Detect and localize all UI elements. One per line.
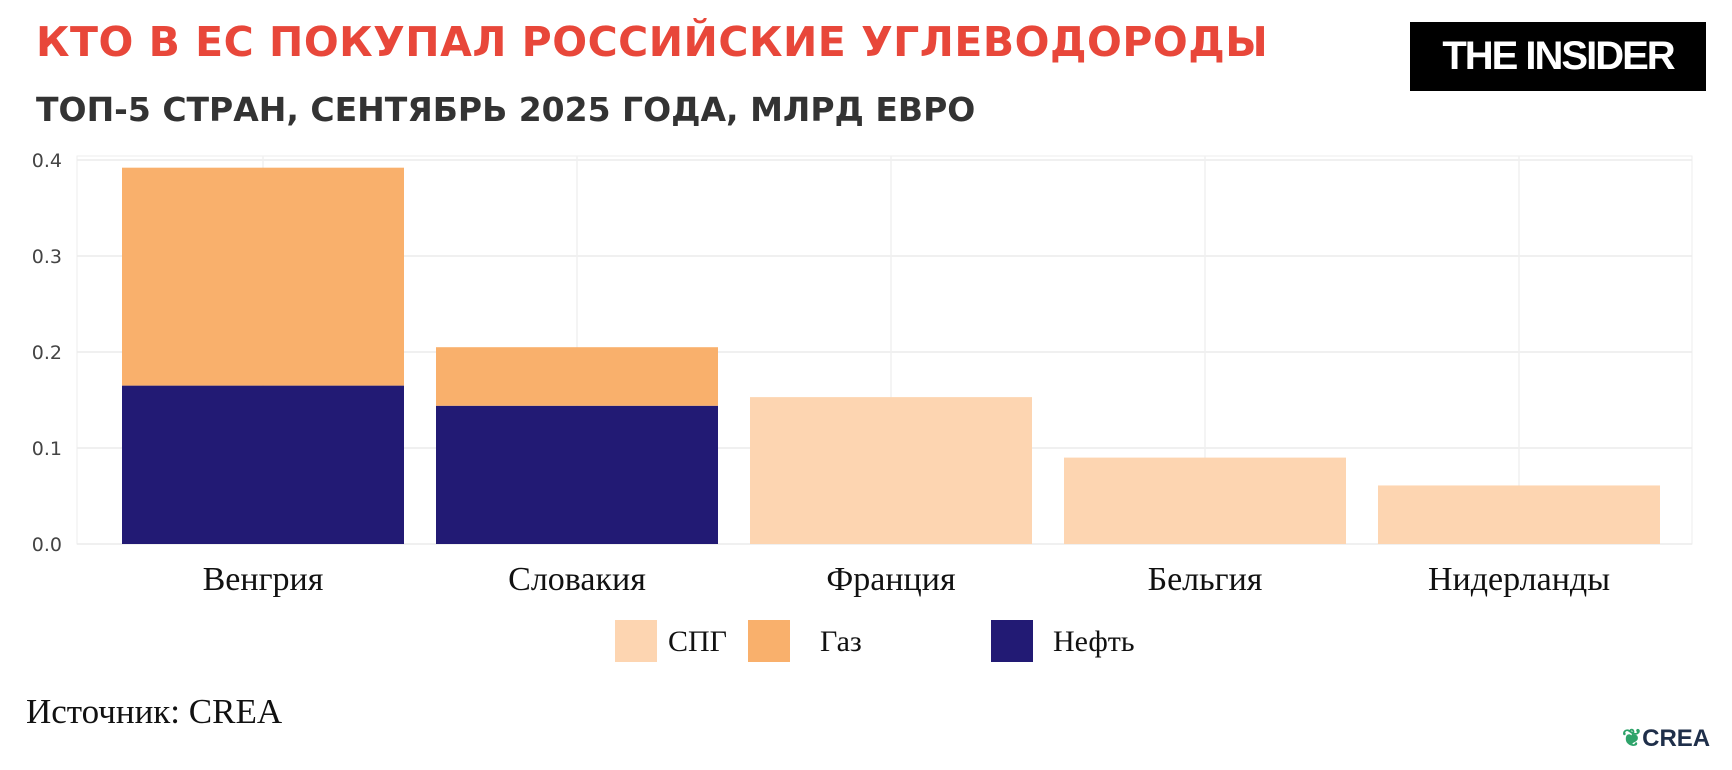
x-category-label: Нидерланды xyxy=(1428,561,1610,598)
legend-label: Нефть xyxy=(1053,625,1135,658)
legend-swatch xyxy=(991,620,1033,662)
bar-СПГ xyxy=(750,397,1032,544)
bar-Нефть xyxy=(436,405,718,544)
x-category-label: Бельгия xyxy=(1148,561,1263,598)
y-tick-label: 0.1 xyxy=(32,438,62,460)
the-insider-logo: THE INSIDER xyxy=(1410,22,1706,91)
bar-Газ xyxy=(122,167,404,386)
y-tick-label: 0.4 xyxy=(32,150,62,172)
legend-label: Газ xyxy=(820,625,862,658)
y-tick-label: 0.0 xyxy=(32,534,62,556)
legend-label: СПГ xyxy=(668,625,727,658)
x-category-label: Франция xyxy=(826,561,956,598)
bar-Газ xyxy=(436,347,718,406)
chart-subtitle: ТОП-5 СТРАН, СЕНТЯБРЬ 2025 ГОДА, МЛРД ЕВ… xyxy=(36,90,976,129)
source-note: Источник: CREA xyxy=(26,692,283,731)
bar-СПГ xyxy=(1064,457,1346,544)
crea-logo: ❦CREA xyxy=(1622,725,1711,752)
y-tick-label: 0.2 xyxy=(32,342,62,364)
y-tick-label: 0.3 xyxy=(32,246,62,268)
legend-swatch xyxy=(615,620,657,662)
x-category-label: Венгрия xyxy=(203,561,324,598)
crea-leaf-icon: ❦ xyxy=(1622,725,1643,752)
legend-swatch xyxy=(748,620,790,662)
chart-title: КТО В ЕС ПОКУПАЛ РОССИЙСКИЕ УГЛЕВОДОРОДЫ xyxy=(36,18,1269,66)
bar-СПГ xyxy=(1378,485,1660,544)
x-category-label: Словакия xyxy=(508,561,646,598)
bar-Нефть xyxy=(122,385,404,544)
